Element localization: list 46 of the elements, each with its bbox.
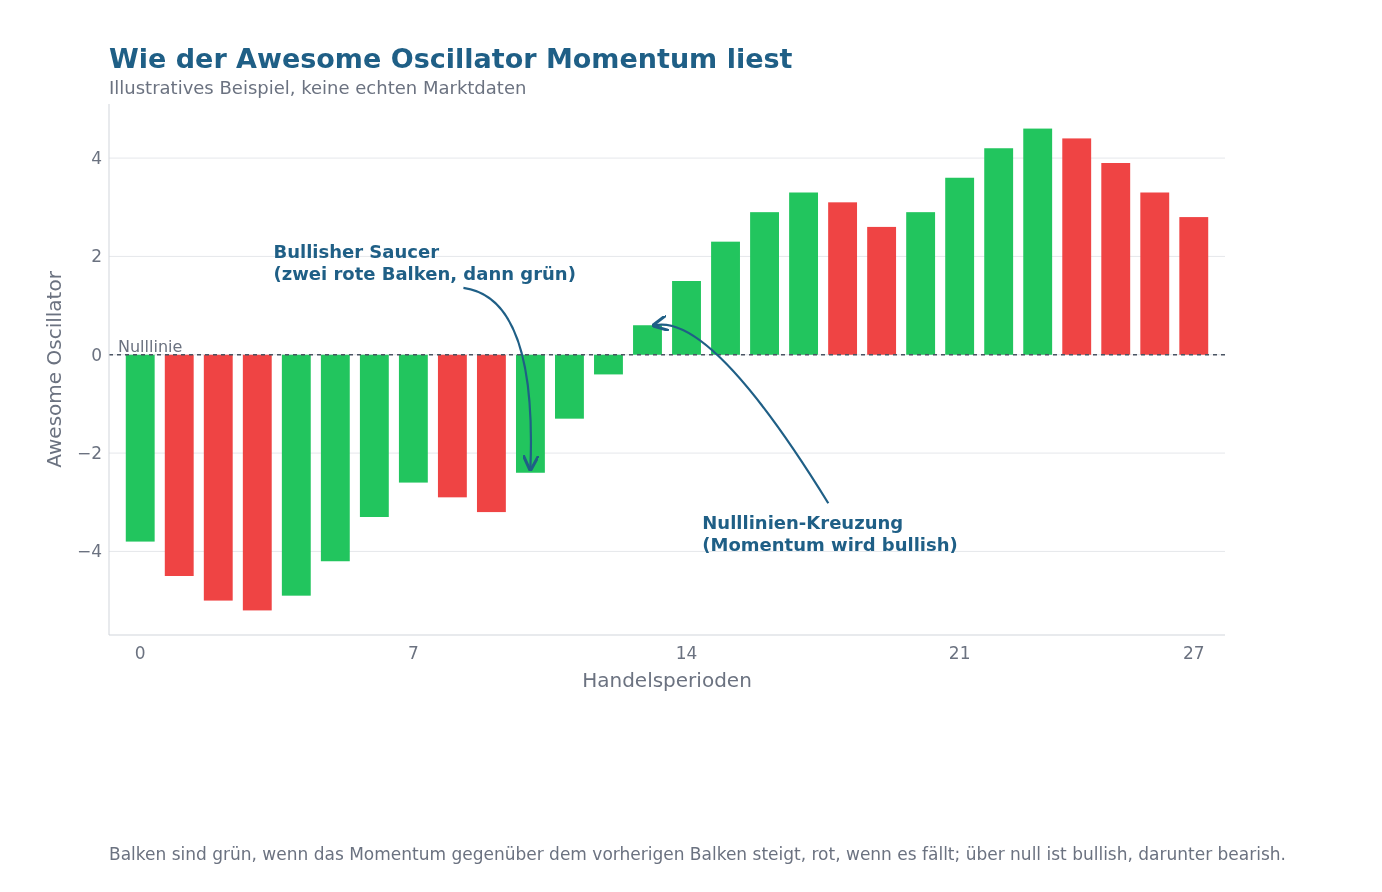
y-tick-label: 4 — [91, 148, 102, 169]
bar — [203, 354, 233, 601]
bar — [320, 354, 350, 562]
x-axis-title: Handelsperioden — [582, 668, 752, 692]
bar — [398, 354, 428, 483]
bar — [437, 354, 467, 498]
x-tick-label: 14 — [675, 643, 698, 663]
bar — [359, 354, 389, 517]
bar — [555, 354, 584, 419]
y-axis-title: Awesome Oscillator — [42, 270, 66, 468]
bar — [906, 212, 936, 355]
x-tick-label: 7 — [407, 643, 419, 663]
bar — [594, 354, 623, 375]
bar — [789, 192, 819, 355]
bar — [1023, 128, 1053, 355]
chart-subtitle: Illustratives Beispiel, keine echten Marktdaten — [109, 77, 527, 98]
bar — [242, 354, 272, 611]
bar — [1062, 138, 1092, 355]
bar — [984, 148, 1014, 355]
x-tick-label: 21 — [948, 643, 971, 663]
x-tick-label: 0 — [134, 643, 146, 663]
annotation: Nulllinien-Kreuzung (Momentum wird bullish) — [702, 512, 958, 556]
bar — [1140, 192, 1170, 355]
bar — [750, 212, 779, 355]
y-tick-label: −2 — [76, 443, 102, 464]
bar — [281, 354, 311, 596]
x-tick-label: 27 — [1182, 643, 1205, 663]
y-tick-label: −4 — [76, 541, 102, 562]
annotation: Bullisher Saucer (zwei rote Balken, dann grün) — [273, 240, 576, 284]
bar — [476, 354, 506, 513]
bar — [945, 177, 975, 355]
bar — [867, 226, 897, 355]
bar — [164, 354, 194, 576]
bar — [672, 281, 701, 355]
y-tick-label: 0 — [91, 344, 102, 365]
bar — [515, 354, 545, 473]
ref-line-label: Nulllinie — [118, 336, 183, 356]
text: Balken sind grün, wenn das Momentum gegenüber dem vorherigen Balken steigt, rot, wenn es fällt; über null ist bullish, darunter bearish. — [109, 844, 1286, 864]
bar — [633, 325, 662, 355]
bar — [711, 241, 740, 355]
chart-title: Wie der Awesome Oscillator Momentum liest — [109, 43, 793, 74]
bar — [1179, 217, 1209, 355]
bar — [125, 354, 155, 542]
y-tick-label: 2 — [91, 246, 102, 267]
bar — [828, 202, 858, 355]
bar — [1101, 163, 1131, 355]
